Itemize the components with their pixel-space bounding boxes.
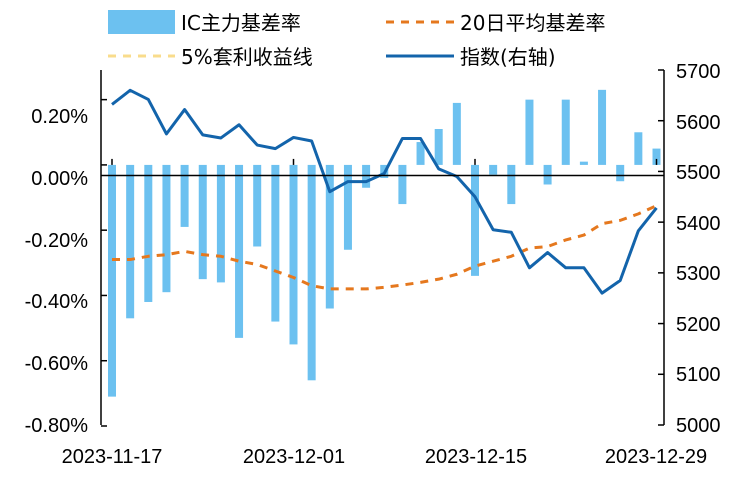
basis-rate-bar xyxy=(652,148,661,165)
axes xyxy=(100,69,665,427)
basis-rate-bar xyxy=(362,164,371,188)
basis-rate-bar xyxy=(471,164,479,276)
right-axis-ticks: 5700 5600 5500 5400 5300 5200 5100 5000 xyxy=(676,61,721,437)
right-tick-label: 5600 xyxy=(676,112,721,134)
basis-rate-bar xyxy=(452,102,461,165)
x-tick-label: 2023-12-15 xyxy=(425,446,527,468)
basis-rate-bar xyxy=(108,164,116,397)
basis-rate-bar xyxy=(126,164,135,319)
legend-label-20d-avg: 20日平均基差率 xyxy=(460,11,605,35)
basis-rate-bar xyxy=(162,164,171,293)
basis-rate-bar xyxy=(343,164,352,250)
left-tick-label: -0.60% xyxy=(25,353,89,375)
basis-rate-bar xyxy=(325,164,334,309)
legend-label-basis-rate: IC主力基差率 xyxy=(181,11,301,35)
x-tick-label: 2023-11-17 xyxy=(62,446,163,468)
basis-rate-bar xyxy=(198,164,207,280)
plot-area xyxy=(108,88,661,397)
left-tick-label: -0.20% xyxy=(25,230,89,252)
basis-rate-bar xyxy=(434,129,443,165)
basis-rate-bar xyxy=(216,164,225,283)
basis-rate-bar xyxy=(489,164,498,175)
basis-rate-bar xyxy=(144,164,153,302)
right-tick-label: 5700 xyxy=(676,61,721,83)
left-tick-label: 0.20% xyxy=(31,106,88,128)
right-tick-label: 5300 xyxy=(676,263,721,285)
legend-label-index: 指数(右轴) xyxy=(460,45,556,69)
basis-rate-bar xyxy=(253,164,262,247)
x-tick-label: 2023-12-29 xyxy=(605,446,707,468)
basis-rate-bar xyxy=(634,132,643,165)
basis-rate-bar xyxy=(271,164,280,322)
left-tick-label: -0.80% xyxy=(25,415,89,437)
basis-rate-bar xyxy=(235,164,244,338)
legend-label-arb-line: 5%套利收益线 xyxy=(181,45,313,69)
basis-rate-bar xyxy=(507,164,516,205)
right-tick-label: 5500 xyxy=(676,162,721,184)
basis-rate-bar xyxy=(398,164,407,205)
index-line xyxy=(111,88,658,295)
basis-rate-bar xyxy=(289,164,298,345)
basis-rate-bar xyxy=(307,164,316,381)
left-tick-label: -0.40% xyxy=(25,291,89,313)
right-tick-label: 5200 xyxy=(676,314,721,336)
x-tick-label: 2023-12-01 xyxy=(243,446,345,468)
legend: IC主力基差率 20日平均基差率 5%套利收益线 指数(右轴) xyxy=(108,10,605,69)
left-tick-label: 0.00% xyxy=(31,168,88,190)
basis-rate-bar xyxy=(598,89,607,165)
basis-rate-bar xyxy=(525,99,534,165)
right-tick-label: 5000 xyxy=(676,415,721,437)
basis-rate-bar xyxy=(180,164,189,227)
avg-basis-line xyxy=(112,204,658,291)
x-axis-ticks: 2023-11-17 2023-12-01 2023-12-15 2023-12… xyxy=(62,446,708,468)
right-tick-label: 5400 xyxy=(676,213,721,235)
basis-rate-bar xyxy=(416,142,425,165)
right-tick-label: 5100 xyxy=(676,364,721,386)
legend-key-basis-rate-bar xyxy=(108,10,175,34)
basis-rate-bar xyxy=(616,164,625,182)
basis-rate-bar xyxy=(543,164,552,185)
basis-rate-bar xyxy=(561,99,570,165)
basis-rate-bar xyxy=(579,161,588,165)
left-axis-ticks: 0.20% 0.00% -0.20% -0.40% -0.60% -0.80% xyxy=(25,106,89,437)
